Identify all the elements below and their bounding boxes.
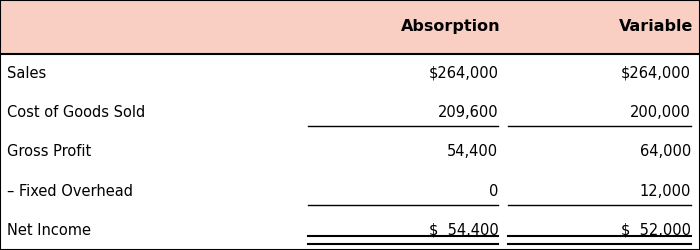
Text: 54,400: 54,400 xyxy=(447,144,498,160)
Text: $  52,000: $ 52,000 xyxy=(621,223,691,238)
Bar xyxy=(0,0,700,54)
Text: Variable: Variable xyxy=(619,20,693,34)
Text: – Fixed Overhead: – Fixed Overhead xyxy=(7,184,133,198)
Text: $264,000: $264,000 xyxy=(621,66,691,81)
Text: Sales: Sales xyxy=(7,66,46,81)
Text: 12,000: 12,000 xyxy=(640,184,691,198)
Text: $  54,400: $ 54,400 xyxy=(428,223,498,238)
Text: 64,000: 64,000 xyxy=(640,144,691,160)
Text: 0: 0 xyxy=(489,184,498,198)
Text: Absorption: Absorption xyxy=(401,20,500,34)
Text: 209,600: 209,600 xyxy=(438,105,498,120)
Text: Cost of Goods Sold: Cost of Goods Sold xyxy=(7,105,146,120)
Text: Net Income: Net Income xyxy=(7,223,91,238)
Text: Gross Profit: Gross Profit xyxy=(7,144,91,160)
Text: $264,000: $264,000 xyxy=(428,66,498,81)
Text: 200,000: 200,000 xyxy=(630,105,691,120)
